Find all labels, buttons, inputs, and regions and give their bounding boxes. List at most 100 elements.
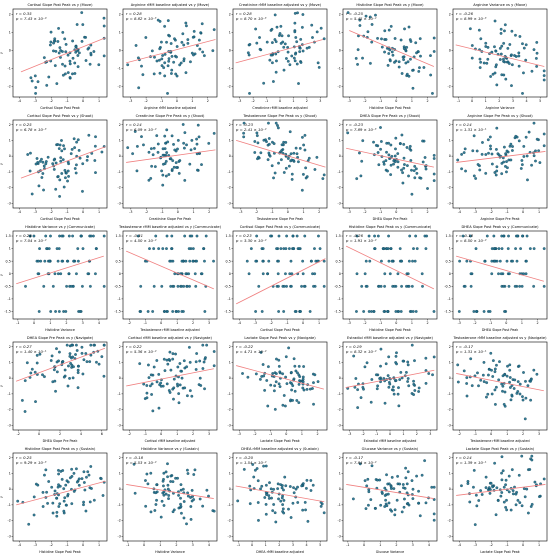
scatter-point xyxy=(38,159,42,163)
scatter-point xyxy=(464,169,467,173)
scatter-point xyxy=(469,272,473,276)
scatter-point xyxy=(469,284,473,288)
y-tick-label: 1.5 xyxy=(116,234,121,238)
scatter-point xyxy=(522,487,526,491)
scatter-point xyxy=(489,351,493,355)
y-tick-label: 1 xyxy=(229,472,231,476)
scatter-point xyxy=(507,234,510,238)
scatter-point xyxy=(73,72,77,75)
scatter-point xyxy=(359,174,363,178)
scatter-point xyxy=(32,495,36,499)
scatter-point xyxy=(472,174,476,178)
scatter-point xyxy=(78,310,82,313)
scatter-point xyxy=(179,502,182,506)
scatter-point xyxy=(530,69,534,73)
scatter-point xyxy=(203,387,206,391)
scatter-point xyxy=(383,50,386,54)
scatter-point xyxy=(32,234,36,238)
scatter-point xyxy=(532,247,536,251)
scatter-point xyxy=(26,153,30,156)
x-axis-label: Histidine Slope Post Peak xyxy=(369,328,411,332)
scatter-point xyxy=(44,162,48,166)
scatter-point xyxy=(525,154,529,158)
scatter-point xyxy=(287,164,291,168)
scatter-point xyxy=(386,63,390,67)
x-tick-label: 3 xyxy=(208,432,210,436)
scatter-point xyxy=(400,284,403,288)
scatter-point xyxy=(126,146,130,150)
y-tick-label: 2 xyxy=(229,345,231,349)
scatter-point xyxy=(139,310,143,313)
scatter-point xyxy=(356,63,359,66)
scatter-point xyxy=(389,508,392,512)
scatter-point xyxy=(53,39,57,43)
scatter-point xyxy=(486,138,490,142)
scatter-point xyxy=(365,361,369,365)
scatter-point xyxy=(142,143,145,147)
scatter-point xyxy=(156,150,160,154)
scatter-point xyxy=(472,134,476,138)
scatter-point xyxy=(432,485,436,489)
scatter-point xyxy=(260,375,264,378)
scatter-point xyxy=(135,144,139,148)
y-axis-label: y xyxy=(0,52,4,54)
subplot-13: Cortisol Slope Post Peak vs y (Communica… xyxy=(224,225,328,332)
scatter-point xyxy=(494,63,498,67)
scatter-point xyxy=(495,148,498,151)
subplot-24: Glucose Variance vs y (Sustain)-1 0 1 2 3 4-3… xyxy=(338,447,438,554)
scatter-point xyxy=(61,158,65,162)
scatter-point xyxy=(376,151,380,154)
scatter-point xyxy=(457,310,461,313)
scatter-point xyxy=(509,158,513,162)
scatter-point xyxy=(376,384,380,388)
scatter-point xyxy=(28,234,32,238)
scatter-point xyxy=(520,454,524,458)
scatter-point xyxy=(172,377,176,381)
scatter-point xyxy=(202,247,205,251)
x-tick-label: -2 xyxy=(363,210,366,214)
p-annotation: p = 1.91 × 10⁻² xyxy=(345,238,377,243)
scatter-point xyxy=(86,272,90,276)
scatter-point xyxy=(191,259,195,263)
scatter-point xyxy=(76,386,80,390)
scatter-point xyxy=(300,284,303,288)
scatter-point xyxy=(74,353,77,356)
scatter-point xyxy=(69,362,72,365)
scatter-point xyxy=(169,284,173,288)
x-tick-label: -1 xyxy=(144,432,147,436)
scatter-point xyxy=(161,183,165,187)
scatter-point xyxy=(530,458,534,462)
scatter-point xyxy=(54,49,58,53)
scatter-point xyxy=(169,157,173,161)
scatter-point xyxy=(406,377,410,380)
x-tick-label: 1 xyxy=(538,543,540,547)
scatter-point xyxy=(257,518,260,522)
scatter-point xyxy=(535,41,539,44)
scatter-point xyxy=(205,343,209,347)
scatter-point xyxy=(495,363,498,367)
scatter-point xyxy=(362,310,366,313)
x-axis-label: Testosterone Slope Pre Peak xyxy=(256,217,303,221)
y-tick-label: 2 xyxy=(229,123,231,127)
scatter-point xyxy=(380,45,384,49)
scatter-point xyxy=(252,475,256,479)
scatter-point xyxy=(74,343,78,347)
scatter-point xyxy=(34,400,37,404)
plot-frame xyxy=(452,452,548,542)
scatter-point xyxy=(390,154,394,158)
p-annotation: p = 1.40 × 10⁻¹ xyxy=(15,349,47,354)
scatter-point xyxy=(273,13,277,17)
scatter-point xyxy=(393,154,397,158)
scatter-point xyxy=(456,380,460,384)
scatter-point xyxy=(316,380,320,383)
scatter-point xyxy=(155,134,159,138)
scatter-point xyxy=(519,167,523,170)
scatter-point xyxy=(161,491,165,495)
scatter-point xyxy=(493,171,497,174)
scatter-point xyxy=(55,510,59,514)
scatter-point xyxy=(175,45,179,48)
scatter-point xyxy=(201,343,205,347)
x-tick-label: 2 xyxy=(427,99,429,103)
x-tick-label: -1 xyxy=(237,543,240,547)
scatter-point xyxy=(242,135,246,139)
